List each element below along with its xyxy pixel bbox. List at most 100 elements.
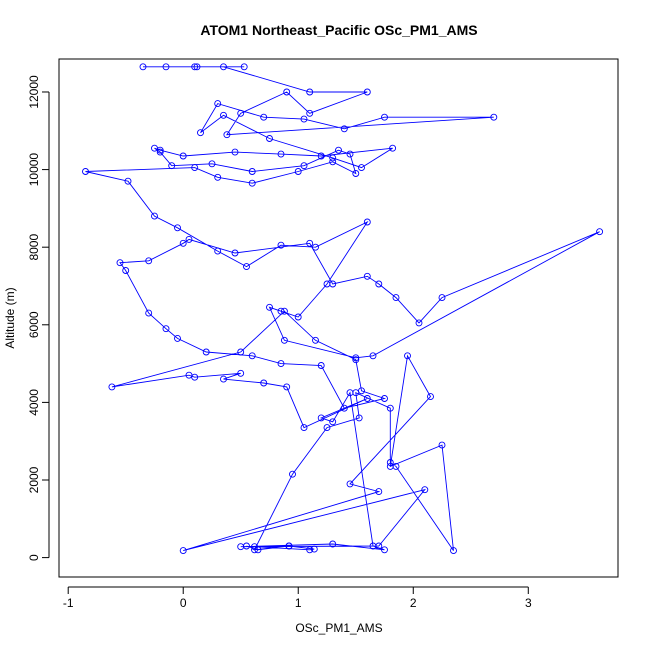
data-point xyxy=(358,164,365,172)
data-point xyxy=(185,371,193,379)
data-point xyxy=(335,146,342,154)
data-point xyxy=(317,362,325,369)
y-tick-label: 2000 xyxy=(27,466,41,493)
data-point xyxy=(340,125,348,133)
data-point xyxy=(346,389,354,397)
y-tick-label: 10000 xyxy=(27,153,41,187)
data-point xyxy=(220,63,227,71)
y-tick-label: 8000 xyxy=(27,234,41,261)
x-tick-label: -1 xyxy=(63,596,74,610)
data-point xyxy=(283,88,291,96)
data-point xyxy=(280,307,288,315)
data-point xyxy=(145,309,153,317)
data-point xyxy=(108,383,116,391)
data-point xyxy=(363,272,371,280)
data-point xyxy=(323,280,331,288)
data-point xyxy=(300,162,308,170)
x-axis-label: OSc_PM1_AMS xyxy=(295,621,382,635)
data-point xyxy=(596,228,604,236)
data-point xyxy=(355,414,363,422)
data-point xyxy=(231,148,239,156)
data-point xyxy=(185,235,193,243)
data-point xyxy=(145,257,153,265)
data-point xyxy=(329,154,337,162)
data-point xyxy=(346,480,354,488)
y-tick-label: 4000 xyxy=(27,389,41,416)
data-point xyxy=(260,113,268,121)
data-point xyxy=(450,547,457,555)
data-point xyxy=(156,148,164,156)
y-tick-label: 0 xyxy=(27,554,41,561)
data-point xyxy=(237,348,245,356)
data-point xyxy=(421,486,429,494)
data-layer xyxy=(82,63,604,555)
data-point xyxy=(191,63,199,71)
chart-title: ATOM1 Northeast_Pacific OSc_PM1_AMS xyxy=(200,22,477,38)
data-point xyxy=(340,404,348,412)
data-point xyxy=(197,129,204,137)
data-point xyxy=(352,354,360,362)
data-point xyxy=(404,352,411,360)
data-point xyxy=(323,424,331,432)
data-point xyxy=(386,462,394,470)
data-point xyxy=(179,239,187,247)
data-point xyxy=(277,307,285,315)
data-point xyxy=(193,63,201,71)
data-point xyxy=(162,63,170,71)
data-point xyxy=(220,111,227,119)
data-point xyxy=(294,168,302,175)
data-point xyxy=(352,170,360,177)
data-point xyxy=(363,395,371,402)
axes-layer: -1 0 1 2 3 0 2000 4000 6000 8000 10000 12000 xyxy=(27,75,532,610)
data-point xyxy=(381,395,388,402)
data-point xyxy=(208,160,216,168)
data-point xyxy=(352,356,360,364)
data-point xyxy=(260,379,268,387)
data-point xyxy=(214,247,222,255)
data-point xyxy=(202,348,210,356)
data-point xyxy=(251,546,258,554)
data-point xyxy=(415,319,423,327)
data-point xyxy=(285,542,293,550)
data-point xyxy=(139,63,147,71)
data-point xyxy=(306,546,314,554)
data-point xyxy=(369,542,377,550)
data-point xyxy=(346,150,354,158)
data-point xyxy=(251,543,258,551)
data-point xyxy=(490,113,498,121)
x-tick-label: 0 xyxy=(180,596,187,610)
y-axis-label: Altitude (m) xyxy=(3,287,17,348)
data-point xyxy=(363,218,371,226)
data-point xyxy=(214,100,222,108)
data-point xyxy=(179,547,187,555)
data-point xyxy=(312,336,319,344)
data-point xyxy=(237,369,245,377)
data-point xyxy=(386,459,394,466)
data-point xyxy=(317,414,325,422)
data-point xyxy=(329,418,337,426)
data-point xyxy=(363,88,371,96)
data-point xyxy=(306,239,314,247)
data-point xyxy=(317,152,325,160)
data-point xyxy=(277,241,285,249)
data-point xyxy=(294,313,302,321)
data-point xyxy=(277,360,285,368)
data-point xyxy=(277,150,285,158)
data-point xyxy=(369,352,377,360)
series-line xyxy=(85,66,600,552)
data-point xyxy=(220,375,227,383)
data-point xyxy=(427,393,434,401)
data-point xyxy=(168,162,176,170)
data-point xyxy=(174,334,181,342)
data-point xyxy=(266,135,273,142)
data-point xyxy=(237,543,245,551)
data-point xyxy=(179,152,187,160)
data-point xyxy=(243,263,250,271)
data-point xyxy=(358,387,365,395)
x-tick-label: 3 xyxy=(525,596,532,610)
y-tick-label: 12000 xyxy=(27,75,41,109)
y-tick-label: 6000 xyxy=(27,311,41,338)
data-point xyxy=(389,144,397,152)
data-point xyxy=(122,267,130,274)
